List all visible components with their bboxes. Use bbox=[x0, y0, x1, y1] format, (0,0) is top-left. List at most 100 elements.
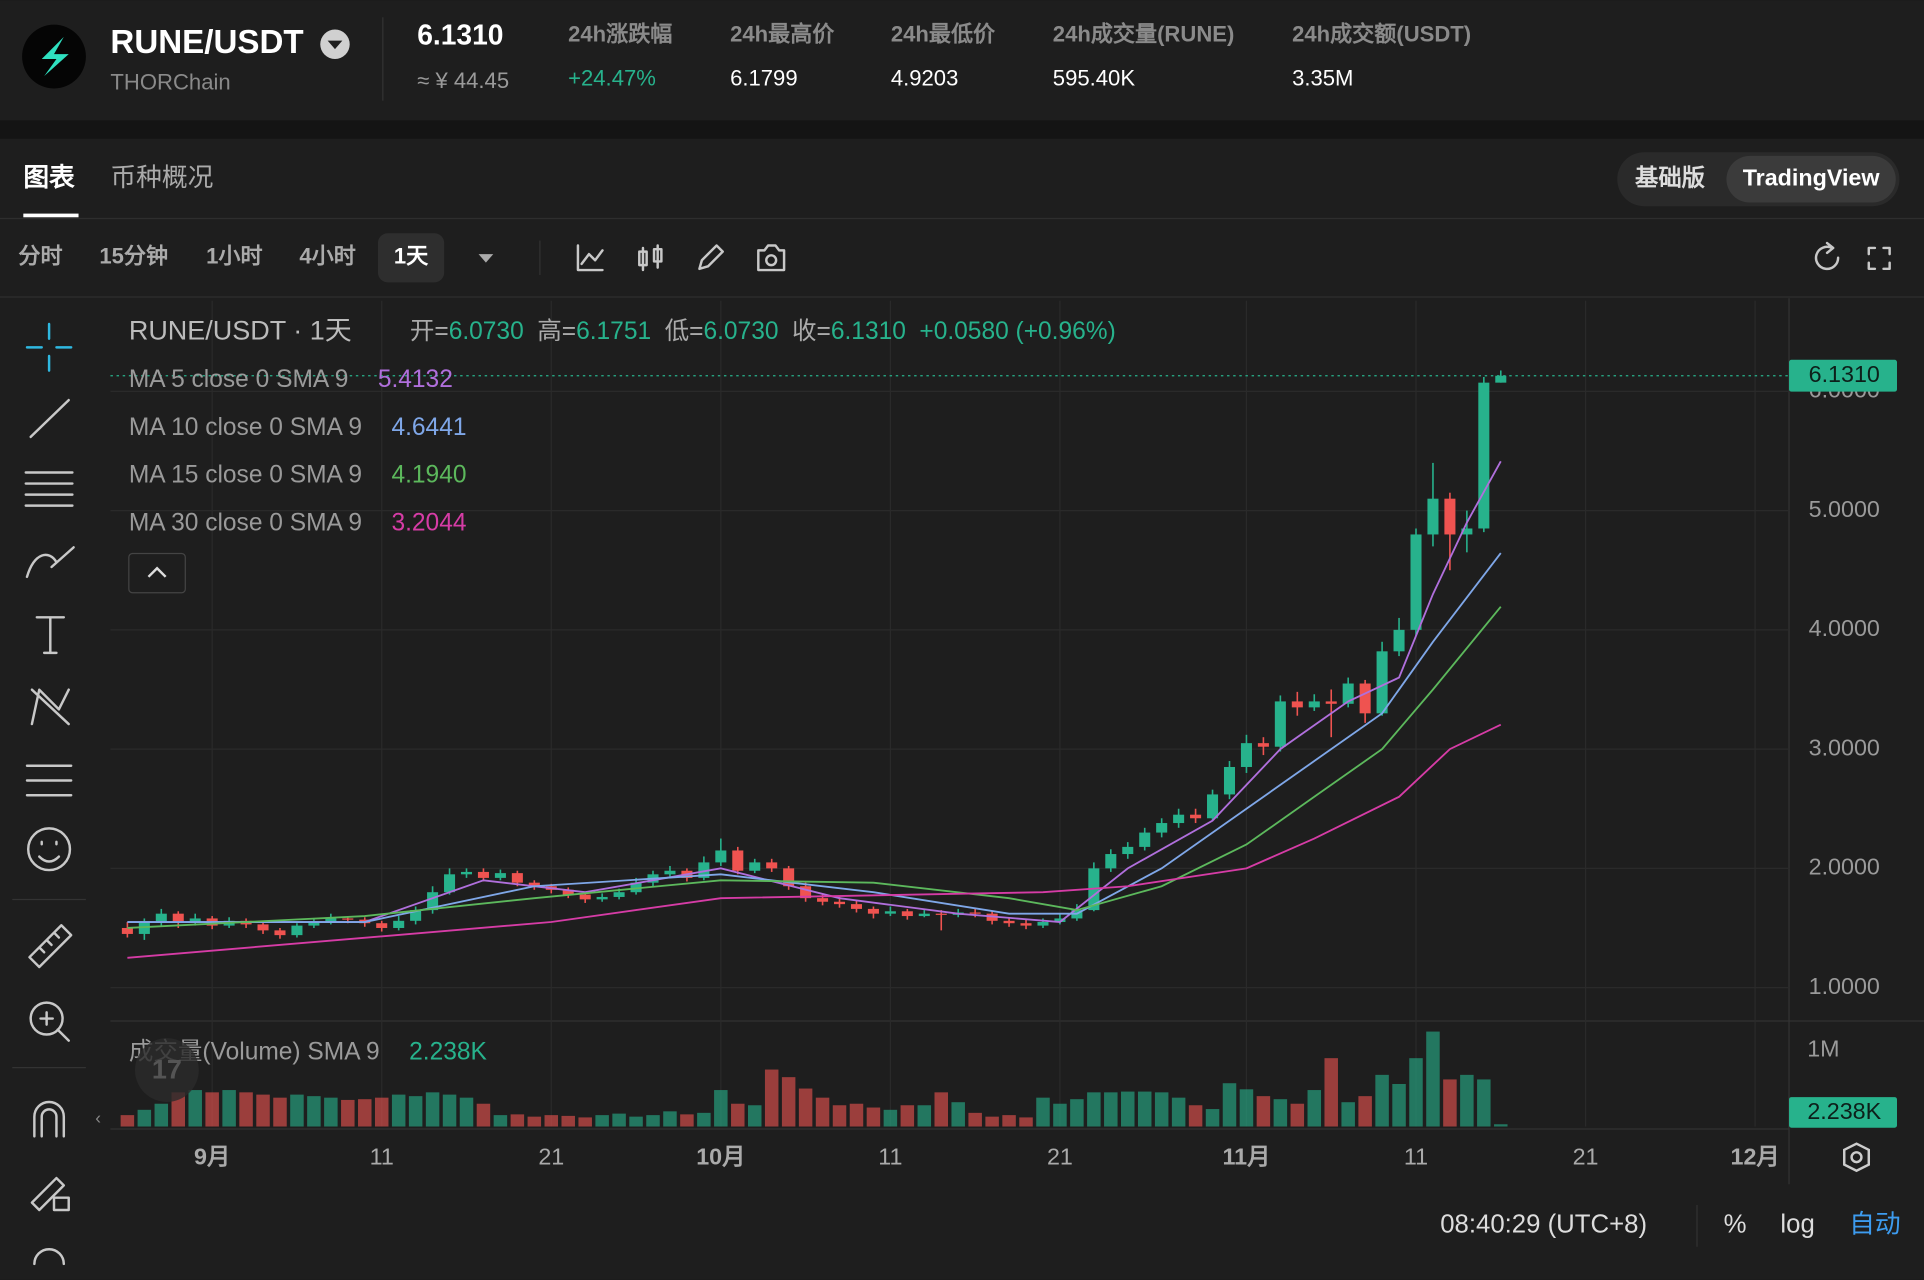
volume-bar bbox=[442, 1094, 457, 1127]
interval[interactable]: 1天 bbox=[394, 244, 429, 269]
text-tool[interactable] bbox=[35, 616, 66, 655]
candle-body bbox=[1240, 743, 1252, 767]
last-price-badge bbox=[1789, 359, 1898, 392]
collapse-arrow[interactable]: ‹ bbox=[95, 1108, 101, 1128]
volume-bar bbox=[1426, 1031, 1440, 1127]
volume-bar bbox=[290, 1094, 304, 1127]
mode-button[interactable]: TradingView bbox=[1743, 164, 1881, 190]
volume-bar bbox=[222, 1090, 236, 1127]
ohlc-value: 6.0730 bbox=[449, 318, 524, 345]
coin-name: THORChain bbox=[110, 69, 230, 94]
crosshair-tool[interactable] bbox=[25, 322, 73, 372]
mode-button[interactable]: 基础版 bbox=[1635, 164, 1706, 190]
volume-bar bbox=[1290, 1103, 1305, 1127]
candle-body bbox=[393, 920, 405, 928]
hide-tool[interactable] bbox=[33, 1248, 66, 1266]
volume-bar bbox=[900, 1105, 915, 1127]
settings-icon[interactable] bbox=[1843, 1142, 1871, 1173]
candle-body bbox=[1257, 743, 1269, 747]
candle-body bbox=[1393, 629, 1405, 652]
indicator-icon[interactable] bbox=[638, 244, 663, 272]
candle-body bbox=[1003, 920, 1015, 924]
clock: 08:40:29 (UTC+8) bbox=[1440, 1211, 1647, 1239]
volume-bar bbox=[1171, 1097, 1186, 1127]
ma-line bbox=[127, 552, 1502, 923]
lock-draw-tool[interactable] bbox=[30, 1176, 70, 1212]
candle-body bbox=[511, 873, 523, 883]
interval[interactable]: 4小时 bbox=[299, 244, 355, 269]
x-tick-label: 9月 bbox=[194, 1144, 230, 1170]
pattern-tool[interactable] bbox=[30, 688, 70, 726]
legend-collapse[interactable] bbox=[128, 552, 186, 594]
candle-body bbox=[1342, 683, 1354, 704]
candle-body bbox=[783, 868, 795, 887]
volume-bar bbox=[1392, 1083, 1406, 1127]
candle-body bbox=[901, 911, 913, 917]
candle-body bbox=[1444, 498, 1456, 535]
volume-bar bbox=[1053, 1103, 1067, 1127]
volume-bar bbox=[731, 1103, 745, 1127]
draw-icon[interactable] bbox=[698, 244, 724, 271]
candle-body bbox=[410, 910, 422, 921]
volume-bar bbox=[1358, 1096, 1372, 1127]
volume-bar bbox=[1137, 1091, 1152, 1127]
volume-bar bbox=[1070, 1099, 1084, 1127]
volume-bar bbox=[951, 1102, 965, 1127]
interval[interactable]: 15分钟 bbox=[99, 244, 168, 269]
interval[interactable]: 分时 bbox=[18, 244, 62, 269]
volume-tick-label: 1M bbox=[1807, 1036, 1839, 1062]
auto-toggle[interactable]: 自动 bbox=[1849, 1210, 1901, 1239]
ruler-tool[interactable] bbox=[28, 924, 73, 969]
x-tick-label: 11 bbox=[370, 1144, 394, 1170]
snapshot-icon[interactable] bbox=[757, 244, 786, 272]
reset-icon[interactable] bbox=[1814, 241, 1840, 271]
emoji-tool[interactable] bbox=[26, 827, 72, 872]
ohlc-value: 6.1751 bbox=[576, 318, 651, 345]
volume-bar bbox=[1273, 1099, 1288, 1127]
volume-bar bbox=[1087, 1092, 1101, 1127]
line-tool[interactable] bbox=[29, 398, 70, 439]
magnet-tool[interactable] bbox=[33, 1100, 66, 1138]
stats: 24h涨跌幅 +24.47% 24h最高价 6.1799 24h最低价 4.9203 24h… bbox=[568, 22, 1471, 91]
candle-body bbox=[867, 908, 879, 914]
ohlc-value: 6.1310 bbox=[831, 318, 906, 345]
candle-body bbox=[1308, 701, 1320, 708]
x-tick-label: 11 bbox=[1404, 1144, 1428, 1170]
tab[interactable]: 图表 bbox=[23, 163, 75, 192]
candle-body bbox=[528, 882, 540, 887]
interval-dropdown[interactable] bbox=[478, 254, 494, 263]
volume-bar bbox=[663, 1111, 677, 1127]
x-tick-label: 21 bbox=[538, 1144, 564, 1170]
interval[interactable]: 1小时 bbox=[206, 244, 262, 269]
log-toggle[interactable]: log bbox=[1780, 1211, 1814, 1239]
volume-bar bbox=[425, 1092, 440, 1127]
zoom-tool[interactable] bbox=[29, 1001, 70, 1042]
volume-bar bbox=[1239, 1089, 1254, 1127]
candle-body bbox=[766, 862, 778, 869]
candle-body bbox=[460, 871, 473, 875]
brush-tool[interactable] bbox=[25, 546, 75, 579]
candle-body bbox=[1173, 814, 1185, 824]
volume-legend-value: 2.238K bbox=[409, 1038, 487, 1065]
volume-bar bbox=[205, 1092, 219, 1127]
volume-bar bbox=[968, 1112, 982, 1127]
volume-bar bbox=[747, 1105, 762, 1127]
fullscreen-icon[interactable] bbox=[1867, 246, 1891, 271]
percent-toggle[interactable]: % bbox=[1724, 1211, 1747, 1239]
candle-body bbox=[817, 898, 829, 902]
candle-body bbox=[918, 913, 930, 917]
prediction-tool[interactable] bbox=[25, 764, 73, 797]
volume-bar bbox=[476, 1103, 491, 1127]
volume-bar bbox=[1036, 1097, 1050, 1127]
symbol[interactable]: RUNE/USDT bbox=[110, 24, 303, 61]
y-tick-label: 3.0000 bbox=[1809, 734, 1880, 760]
volume-bar bbox=[1222, 1083, 1237, 1127]
candle-body bbox=[1427, 498, 1439, 535]
fib-tool[interactable] bbox=[24, 471, 74, 507]
volume-bar bbox=[1104, 1092, 1118, 1127]
tab[interactable]: 币种概况 bbox=[110, 163, 213, 192]
chart-type-icon[interactable] bbox=[576, 244, 604, 272]
grid bbox=[110, 300, 1790, 1127]
x-tick-label: 11月 bbox=[1222, 1144, 1270, 1170]
